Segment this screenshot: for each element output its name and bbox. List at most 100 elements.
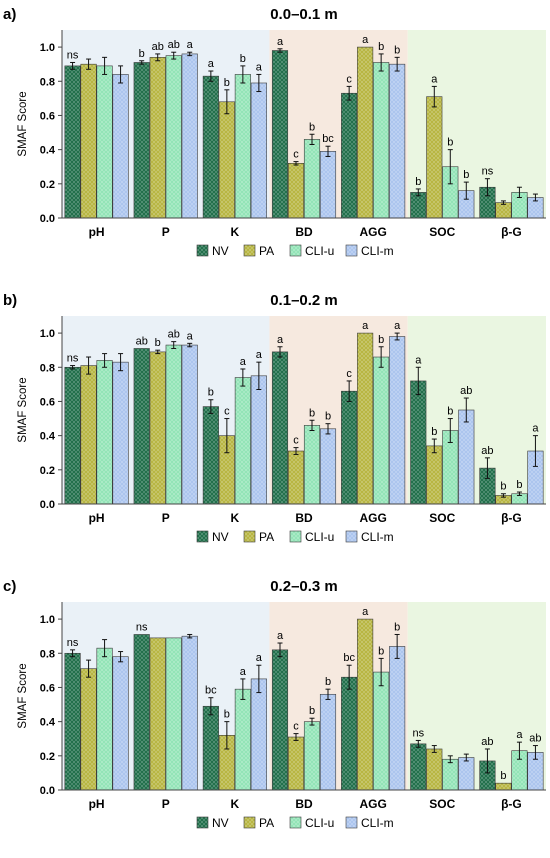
bar-NV-P [133,348,150,505]
bar-PA-pH [80,63,97,219]
x-tick-label: AGG [359,511,386,525]
chart-panel-1: a) 0.0–0.1 m SMAF Score 0.0 0.2 0.4 0.6 0.8 1.0 n… [3,6,546,258]
legend-swatch-CLI-u [289,244,302,257]
bar-PA-β-G [495,202,512,219]
bar-CLI-m-BD [319,693,337,791]
legend-swatch-CLI-u [289,530,302,543]
y-tick-label: 0.2 [40,465,55,477]
chart-title: 0.1–0.2 m [270,292,338,309]
x-tick-label: K [231,511,240,525]
significance-letter: b [394,621,400,633]
x-tick-label: P [162,511,170,525]
significance-letter: a [277,36,284,48]
significance-letter: a [187,39,194,51]
legend-swatch-CLI-u [289,816,302,829]
significance-letter: a [240,666,247,678]
significance-letter: c [293,435,299,447]
significance-letter: b [208,387,214,399]
panel-label: a) [3,6,16,23]
bar-CLI-m-K [250,82,267,219]
bar-CLI-u-AGG [373,356,390,505]
bar-PA-BD [287,736,305,791]
bar-NV-P [133,634,150,791]
bar-CLI-m-pH [112,74,129,219]
bar-NV-BD [271,649,289,791]
bar-NV-SOC [410,380,427,505]
y-tick-label: 0.4 [40,717,56,729]
y-tick-label: 0.6 [40,682,55,694]
bar-CLI-u-AGG [373,62,390,219]
bar-NV-BD [271,351,289,505]
y-tick-label: 0.0 [40,499,55,511]
significance-letter: c [346,368,352,380]
significance-letter: c [293,721,299,733]
significance-letter: b [500,481,506,493]
bar-CLI-m-pH [112,361,129,505]
legend-label: CLI-m [361,530,394,544]
significance-letter: ns [67,49,79,61]
legend-swatch-PA [243,530,256,543]
bar-CLI-u-BD [303,721,321,791]
bar-CLI-m-P [181,635,198,791]
y-tick-label: 0.2 [40,751,55,763]
bar-NV-BD [271,50,289,219]
significance-letter: b [309,407,315,419]
legend-label: PA [259,244,274,258]
bar-CLI-u-K [234,377,251,505]
significance-letter: b [139,48,145,60]
legend-swatch-CLI-m [345,244,358,257]
x-tick-label: BD [295,511,313,525]
significance-letter: b [309,705,315,717]
bar-CLI-u-pH [96,65,113,219]
panel-label: c) [3,578,16,595]
bar-PA-AGG [357,618,374,791]
significance-letter: ab [460,385,472,397]
bar-NV-K [202,75,219,219]
y-tick-label: 0.0 [40,213,55,225]
significance-letter: b [431,426,437,438]
significance-letter: ab [481,736,493,748]
bar-PA-P [149,57,166,219]
x-tick-label: K [231,225,240,239]
bar-CLI-m-SOC [458,757,475,791]
legend-swatch-NV [196,244,209,257]
legend-swatch-CLI-m [345,816,358,829]
bar-CLI-u-SOC [442,758,459,791]
significance-letter: ab [136,335,148,347]
significance-letter: ab [152,41,164,53]
significance-letter: a [362,34,369,46]
x-tick-label: β-G [501,797,522,811]
x-tick-label: SOC [429,225,455,239]
bar-CLI-m-K [250,678,267,791]
bar-PA-K [218,101,235,219]
bar-CLI-u-BD [303,425,321,505]
significance-letter: ab [168,329,180,341]
y-tick-label: 0.6 [40,396,55,408]
significance-letter: b [378,41,384,53]
x-tick-label: P [162,797,170,811]
significance-letter: ns [67,353,79,365]
bar-PA-SOC [426,748,443,791]
bar-CLI-u-P [165,55,182,219]
bar-CLI-m-AGG [389,336,406,505]
significance-letter: a [277,334,284,346]
bar-PA-AGG [357,46,374,219]
bar-CLI-u-pH [96,647,113,791]
bar-CLI-m-AGG [389,63,406,219]
y-tick-label: 0.0 [40,785,55,797]
legend-swatch-PA [243,816,256,829]
bar-PA-BD [287,163,305,219]
significance-letter: a [532,423,539,435]
legend-label: CLI-m [361,816,394,830]
significance-letter: a [187,330,194,342]
x-tick-label: β-G [501,225,522,239]
significance-letter: a [362,606,369,618]
significance-letter: b [516,479,522,491]
y-tick-label: 0.2 [40,179,55,191]
significance-letter: b [394,44,400,56]
significance-letter: b [378,334,384,346]
legend-label: CLI-m [361,244,394,258]
legend-swatch-CLI-m [345,530,358,543]
significance-letter: b [500,770,506,782]
y-tick-label: 0.4 [40,145,56,157]
